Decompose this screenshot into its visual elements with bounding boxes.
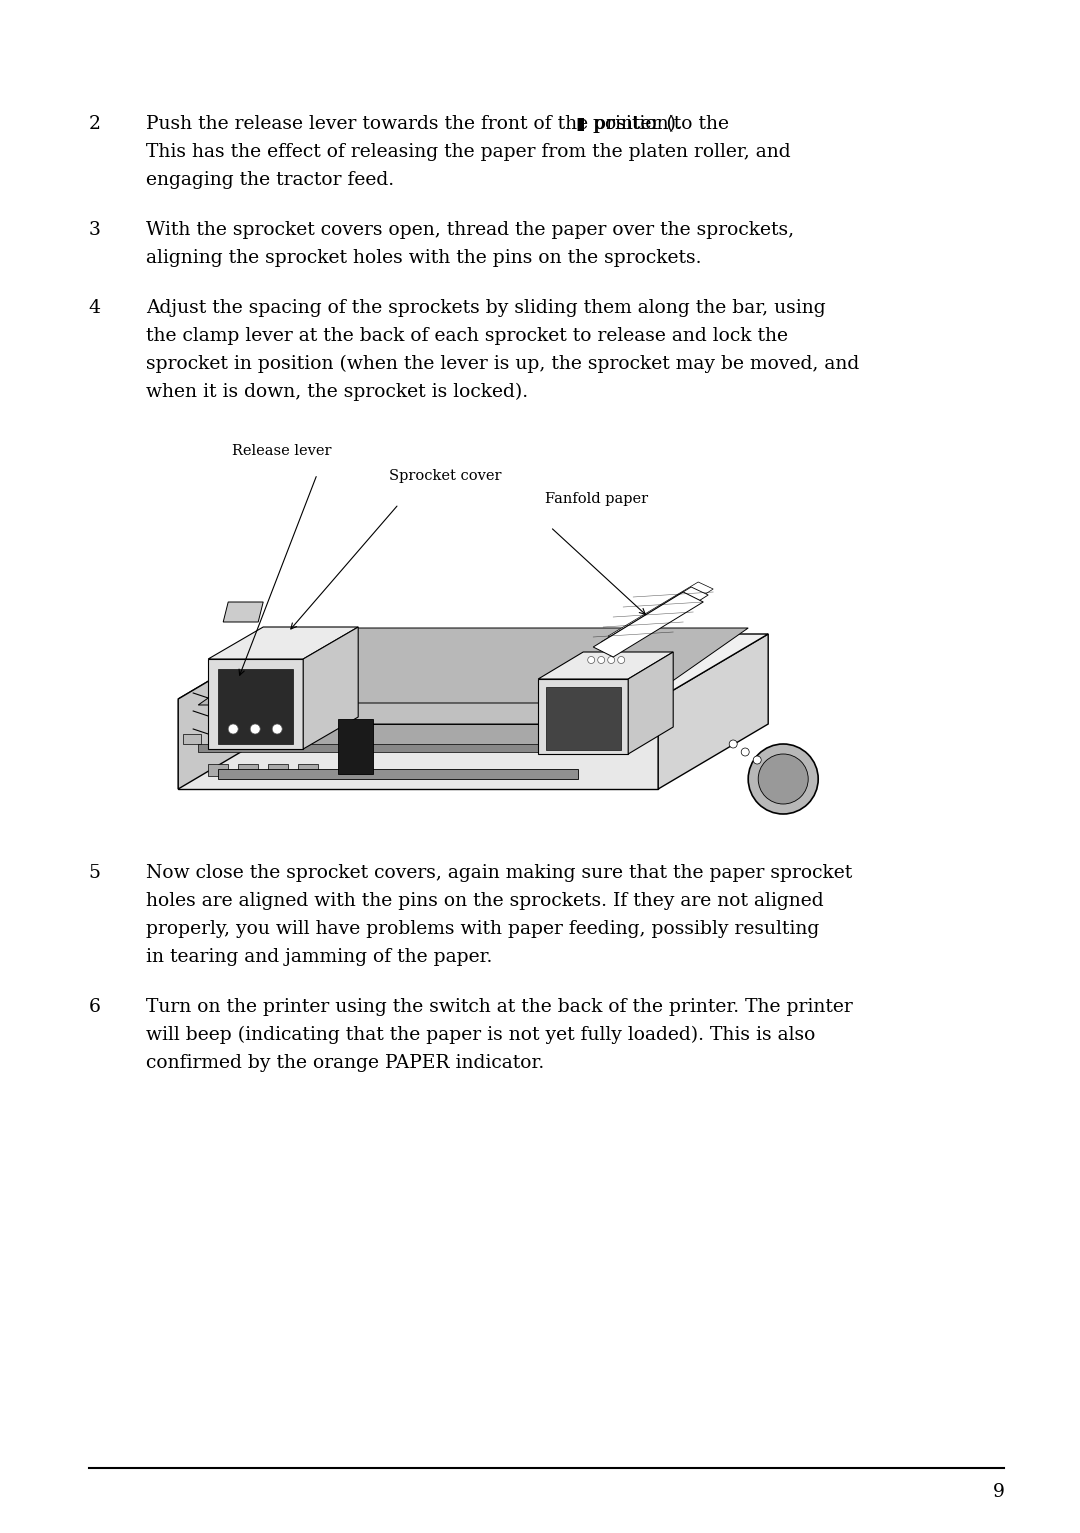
Text: Now close the sprocket covers, again making sure that the paper sprocket: Now close the sprocket covers, again mak… [146,865,852,881]
Text: Push the release lever towards the front of the printer (to the: Push the release lever towards the front… [146,115,734,133]
Text: sprocket in position (when the lever is up, the sprocket may be moved, and: sprocket in position (when the lever is … [146,356,859,373]
Circle shape [251,724,260,734]
Text: will beep (indicating that the paper is not yet fully loaded). This is also: will beep (indicating that the paper is … [146,1026,815,1044]
Bar [199,744,618,753]
Polygon shape [224,602,264,622]
Text: 4: 4 [89,299,110,317]
Text: aligning the sprocket holes with the pins on the sprockets.: aligning the sprocket holes with the pin… [146,248,701,267]
Circle shape [228,724,239,734]
Text: when it is down, the sprocket is locked).: when it is down, the sprocket is locked)… [146,383,528,402]
Text: in tearing and jamming of the paper.: in tearing and jamming of the paper. [146,947,492,966]
Text: holes are aligned with the pins on the sprockets. If they are not aligned: holes are aligned with the pins on the s… [146,892,823,911]
Text: 3: 3 [89,221,100,239]
Polygon shape [218,724,578,750]
Circle shape [618,656,624,664]
Text: This has the effect of releasing the paper from the platen roller, and: This has the effect of releasing the pap… [146,143,791,161]
Text: 2: 2 [89,115,100,133]
Polygon shape [218,668,293,744]
Text: engaging the tractor feed.: engaging the tractor feed. [146,172,394,189]
Circle shape [748,744,819,814]
Polygon shape [629,652,673,754]
Bar [298,763,319,776]
Text: With the sprocket covers open, thread the paper over the sprockets,: With the sprocket covers open, thread th… [146,221,794,239]
Circle shape [766,763,773,773]
Polygon shape [208,659,303,750]
Text: Fanfold paper: Fanfold paper [545,492,648,506]
Polygon shape [178,635,768,699]
Text: confirmed by the orange PAPER indicator.: confirmed by the orange PAPER indicator. [146,1055,544,1072]
Bar [239,763,258,776]
Circle shape [741,748,750,756]
Bar [184,734,201,744]
Text: ▮: ▮ [576,117,585,133]
Bar [268,763,288,776]
Polygon shape [338,719,374,774]
Text: 9: 9 [993,1482,1004,1501]
Text: Adjust the spacing of the sprockets by sliding them along the bar, using: Adjust the spacing of the sprockets by s… [146,299,825,317]
Bar [208,763,228,776]
Circle shape [272,724,282,734]
Circle shape [588,656,595,664]
Text: properly, you will have problems with paper feeding, possibly resulting: properly, you will have problems with pa… [146,920,819,938]
Polygon shape [178,699,658,789]
Polygon shape [602,587,708,652]
Circle shape [729,740,738,748]
Text: 5: 5 [89,865,100,881]
Polygon shape [593,592,703,658]
Polygon shape [546,687,621,750]
Text: position).: position). [586,115,681,133]
Circle shape [597,656,605,664]
Polygon shape [218,770,578,779]
Text: Release lever: Release lever [232,445,332,458]
Circle shape [753,756,761,763]
Text: the clamp lever at the back of each sprocket to release and lock the: the clamp lever at the back of each spro… [146,327,787,345]
Circle shape [758,754,808,803]
Polygon shape [658,635,768,789]
Polygon shape [199,629,748,705]
Text: Sprocket cover: Sprocket cover [389,469,501,483]
Polygon shape [303,627,359,750]
Polygon shape [178,635,288,789]
Polygon shape [608,583,713,647]
Text: 6: 6 [89,998,100,1016]
Text: Turn on the printer using the switch at the back of the printer. The printer: Turn on the printer using the switch at … [146,998,852,1016]
Polygon shape [218,704,615,724]
Polygon shape [538,679,629,754]
Circle shape [608,656,615,664]
Polygon shape [538,652,673,679]
Polygon shape [208,627,359,659]
